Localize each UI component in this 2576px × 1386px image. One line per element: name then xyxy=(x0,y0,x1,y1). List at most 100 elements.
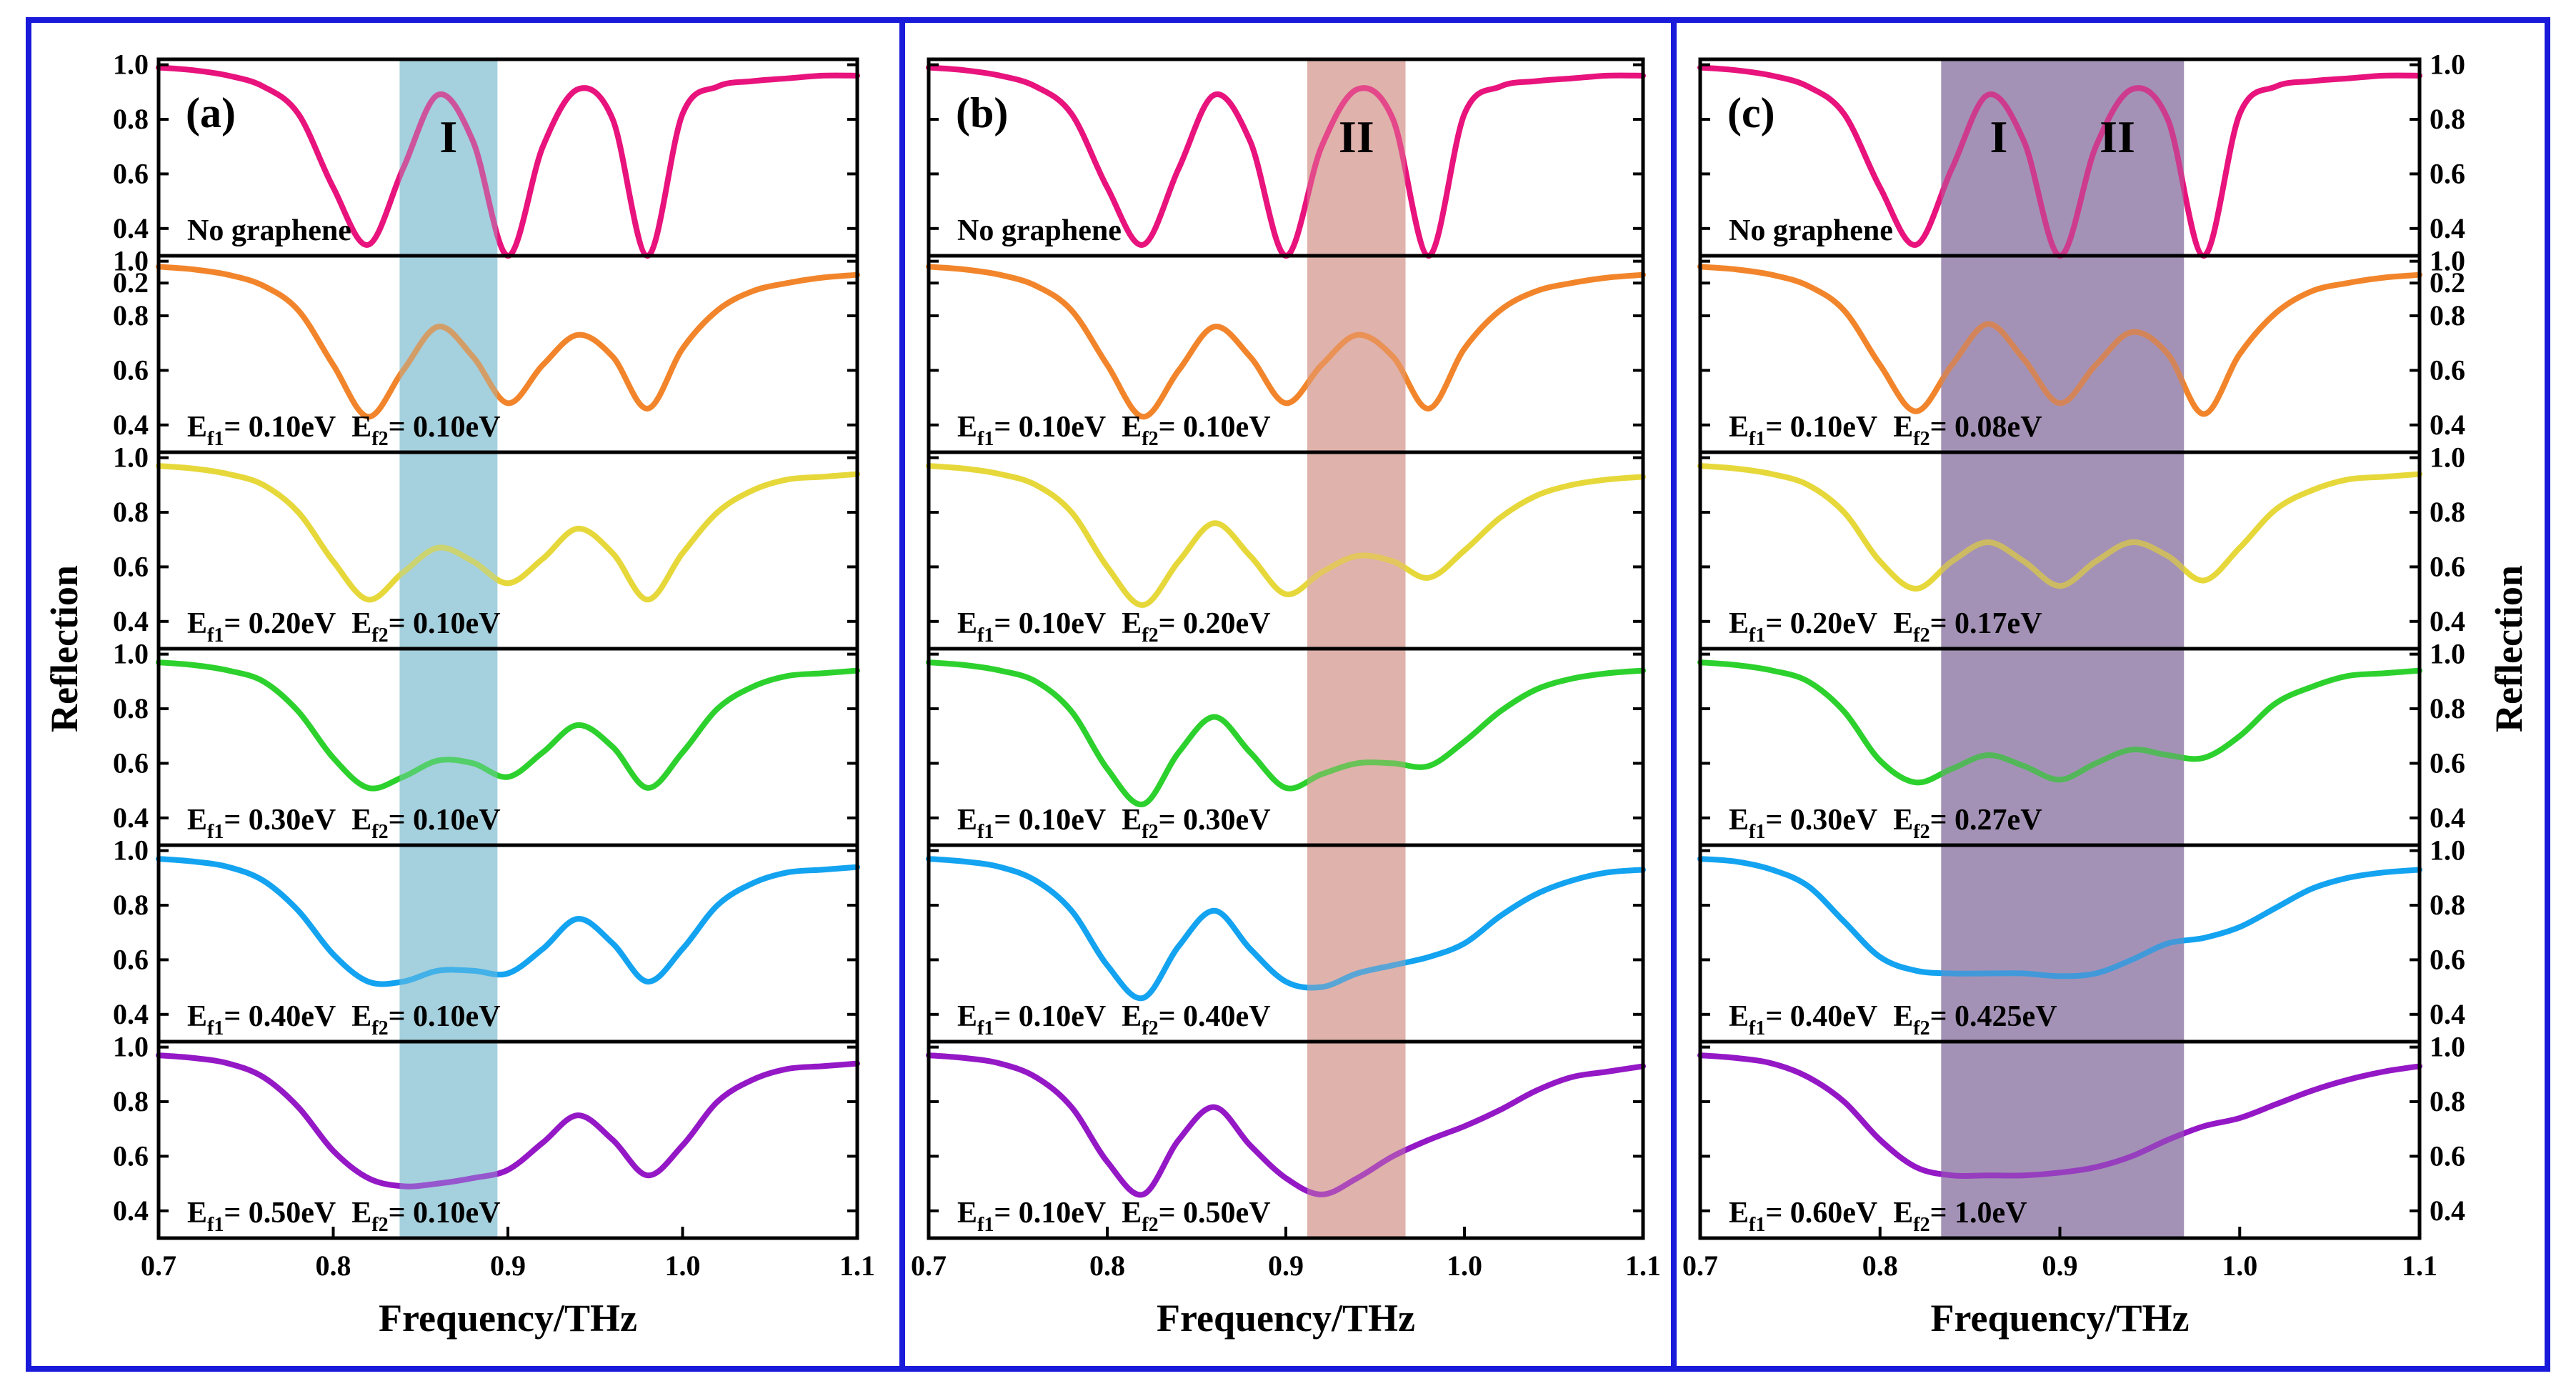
ef1-symbol: E xyxy=(1729,411,1749,444)
ef2-symbol: E xyxy=(351,1000,371,1033)
x-axis-title: Frequency/THz xyxy=(379,1297,637,1340)
ef1-subscript: f1 xyxy=(977,1214,994,1236)
ef2-equals: = xyxy=(389,1000,413,1033)
ef1-value: 0.10eV xyxy=(1019,1000,1106,1033)
ef2-equals: = xyxy=(1159,804,1183,837)
x-tick-label: 0.8 xyxy=(1862,1250,1898,1282)
ef2-symbol: E xyxy=(1122,1197,1142,1230)
ef2-subscript: f2 xyxy=(1142,428,1158,450)
row-label: No graphene xyxy=(957,214,1122,247)
ef1-subscript: f1 xyxy=(207,1214,224,1236)
ef1-subscript: f1 xyxy=(1749,1214,1765,1236)
y-tick-label: 0.6 xyxy=(2430,943,2465,975)
y-tick-label: 0.8 xyxy=(113,496,149,528)
ef1-value: 0.40eV xyxy=(1790,1000,1877,1033)
ef1-symbol: E xyxy=(1729,607,1749,640)
series-line xyxy=(926,463,1646,608)
panel-letter: (a) xyxy=(186,89,236,136)
x-axis-title: Frequency/THz xyxy=(1931,1297,2190,1340)
ef2-equals: = xyxy=(389,804,413,837)
ef2-symbol: E xyxy=(1122,804,1142,837)
ef1-subscript: f1 xyxy=(1749,428,1765,450)
y-tick-label: 0.6 xyxy=(2430,550,2465,582)
y-tick-label: 0.8 xyxy=(2430,692,2465,724)
ef2-value: 0.08eV xyxy=(1955,411,2042,444)
row-label: Ef1= 0.60eV Ef2= 1.0eV xyxy=(1729,1197,2027,1236)
ef1-symbol: E xyxy=(187,1000,207,1033)
y-tick-label: 0.8 xyxy=(2430,299,2465,331)
ef1-value: 0.30eV xyxy=(1790,804,1877,837)
ef1-value: 0.10eV xyxy=(1019,804,1106,837)
ef2-subscript: f2 xyxy=(371,624,388,647)
y-tick-label: 1.0 xyxy=(113,245,149,277)
ef2-symbol: E xyxy=(351,411,371,444)
ef2-symbol: E xyxy=(1893,1197,1913,1230)
y-tick-label: 1.0 xyxy=(113,49,149,81)
ef2-value: 1.0eV xyxy=(1955,1197,2027,1230)
row-label: Ef1= 0.40eV Ef2= 0.425eV xyxy=(1729,1000,2057,1040)
x-tick-label: 0.8 xyxy=(1089,1250,1125,1282)
ef1-symbol: E xyxy=(957,607,977,640)
ef1-subscript: f1 xyxy=(1749,1017,1765,1040)
row-label: Ef1= 0.40eV Ef2= 0.10eV xyxy=(187,1000,501,1040)
ef1-value: 0.10eV xyxy=(1790,411,1877,444)
ef2-subscript: f2 xyxy=(1142,624,1158,647)
region-label: I xyxy=(1990,111,2007,162)
ef2-value: 0.10eV xyxy=(1183,411,1270,444)
y-tick-label: 0.8 xyxy=(113,889,149,921)
ef1-equals: = xyxy=(224,1000,248,1033)
y-tick-label: 0.8 xyxy=(113,692,149,724)
series-line xyxy=(926,856,1646,1002)
x-tick-label: 0.7 xyxy=(141,1250,176,1282)
row-label: Ef1= 0.10eV Ef2= 0.08eV xyxy=(1729,411,2042,450)
y-tick-label: 0.8 xyxy=(113,1085,149,1117)
y-tick-label: 0.8 xyxy=(2430,889,2465,921)
x-tick-label: 0.7 xyxy=(911,1250,947,1282)
y-axis-title: Reflection xyxy=(43,565,86,732)
y-tick-label: 0.4 xyxy=(2430,605,2465,637)
ef2-equals: = xyxy=(389,1197,413,1230)
x-axis-title: Frequency/THz xyxy=(1157,1297,1415,1340)
series-line xyxy=(1697,264,2422,417)
ef2-symbol: E xyxy=(351,804,371,837)
y-tick-label: 0.2 xyxy=(113,266,149,299)
ef2-equals: = xyxy=(1930,411,1955,444)
ef1-subscript: f1 xyxy=(977,624,994,647)
ef1-value: 0.10eV xyxy=(1019,411,1106,444)
y-tick-label: 0.6 xyxy=(113,157,149,189)
y-tick-label: 1.0 xyxy=(113,834,149,867)
y-tick-label: 0.6 xyxy=(2430,1140,2465,1172)
ef1-subscript: f1 xyxy=(1749,821,1765,843)
ef1-equals: = xyxy=(1765,411,1789,444)
y-tick-label: 1.0 xyxy=(113,638,149,670)
x-tick-label: 1.0 xyxy=(2222,1250,2257,1282)
ef1-symbol: E xyxy=(187,411,207,444)
ef2-value: 0.10eV xyxy=(413,1000,500,1033)
y-tick-label: 0.2 xyxy=(2430,266,2465,299)
series-line xyxy=(1697,463,2422,592)
x-tick-label: 0.9 xyxy=(490,1250,526,1282)
y-tick-label: 0.4 xyxy=(113,1195,149,1227)
y-tick-label: 1.0 xyxy=(2430,834,2465,867)
ef2-value: 0.10eV xyxy=(413,607,500,640)
ef1-subscript: f1 xyxy=(207,821,224,843)
ef1-equals: = xyxy=(224,411,248,444)
ef2-subscript: f2 xyxy=(1913,1017,1929,1040)
y-tick-label: 0.8 xyxy=(2430,103,2465,135)
y-tick-label: 1.0 xyxy=(113,442,149,474)
row-label: Ef1= 0.10eV Ef2= 0.30eV xyxy=(957,804,1271,843)
ef2-symbol: E xyxy=(1893,411,1913,444)
ef2-symbol: E xyxy=(1893,804,1913,837)
ef1-subscript: f1 xyxy=(1749,624,1765,647)
ef1-equals: = xyxy=(1765,1000,1789,1033)
series-line xyxy=(926,264,1646,420)
series-line xyxy=(156,659,860,792)
ef2-subscript: f2 xyxy=(1142,1214,1158,1236)
ef1-symbol: E xyxy=(1729,1000,1749,1033)
y-tick-label: 0.8 xyxy=(2430,1085,2465,1117)
ef1-subscript: f1 xyxy=(977,1017,994,1040)
ef2-subscript: f2 xyxy=(371,821,388,843)
ef2-equals: = xyxy=(389,607,413,640)
axes-layer xyxy=(156,57,2422,1240)
ef2-value: 0.425eV xyxy=(1955,1000,2057,1033)
